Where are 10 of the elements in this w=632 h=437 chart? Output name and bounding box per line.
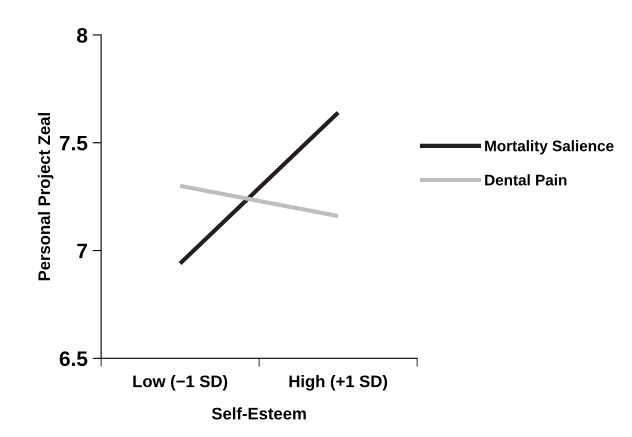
y-tick-label: 6.5	[60, 351, 88, 366]
y-axis-title: Personal Project Zeal	[38, 113, 54, 280]
y-tick-label: 7	[77, 244, 88, 258]
x-tick-label: High (+1 SD)	[289, 375, 388, 391]
y-tick-label: 7.5	[60, 136, 88, 151]
legend-label: Mortality Salience	[485, 140, 614, 154]
x-tick-label: Low (−1 SD)	[133, 375, 228, 391]
legend-label: Dental Pain	[485, 174, 566, 186]
y-tick-label: 8	[77, 28, 88, 43]
x-axis-title: Self-Esteem	[212, 407, 306, 420]
